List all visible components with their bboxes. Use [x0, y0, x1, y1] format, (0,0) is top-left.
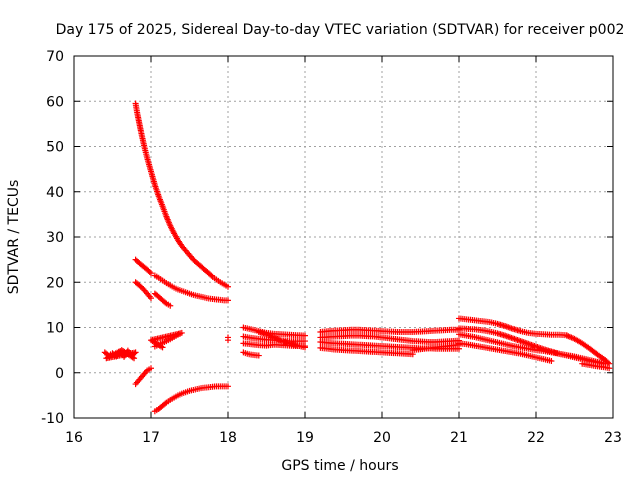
series-arc-10	[225, 334, 231, 344]
series-arc-25	[563, 332, 613, 367]
data-point-marker	[162, 299, 169, 306]
series-arc-21	[456, 315, 570, 339]
y-tick-label: 0	[55, 366, 64, 382]
series-arc-1	[101, 347, 139, 362]
data-point-marker	[148, 270, 154, 277]
series-arc-8	[151, 383, 231, 415]
series-arc-17	[317, 332, 462, 345]
series-arc-19	[317, 344, 416, 358]
y-tick-label: 50	[46, 140, 64, 156]
chart-title: Day 175 of 2025, Sidereal Day-to-day VTE…	[56, 22, 625, 38]
y-tick-label: 60	[46, 94, 64, 110]
x-tick-label: 20	[373, 430, 391, 446]
data-point-marker	[129, 354, 136, 361]
data-point-marker	[146, 268, 153, 275]
y-tick-label: 30	[46, 230, 64, 246]
gridlines	[74, 56, 613, 418]
data-point-marker	[167, 302, 174, 309]
series-arc-3	[132, 256, 154, 277]
data-point-marker	[208, 272, 215, 279]
y-tick-label: 70	[46, 49, 64, 65]
series-arc-16	[317, 326, 462, 336]
y-axis-label: SDTVAR / TECUs	[6, 180, 22, 295]
data-point-marker	[148, 365, 154, 372]
data-point-marker	[148, 295, 154, 302]
data-point-marker	[225, 297, 231, 304]
x-tick-label: 19	[296, 430, 314, 446]
data-point-marker	[225, 283, 231, 290]
data-point-marker	[131, 355, 138, 362]
series-arc-9	[148, 329, 185, 351]
series-arc-2	[132, 100, 231, 290]
x-tick-label: 22	[527, 430, 545, 446]
series-arc-15	[255, 329, 308, 351]
data-point-marker	[159, 344, 166, 351]
y-tick-label: -10	[41, 411, 64, 427]
series-arc-24	[456, 340, 555, 364]
y-tick-label: 20	[46, 275, 64, 291]
data-point-marker	[302, 344, 308, 351]
series-arc-11	[240, 349, 262, 359]
axis-ticks: 16 17 18 19 20 21 22 23 -10 0 10 20 30 40 50 60 70	[41, 49, 622, 446]
data-point-marker	[302, 332, 308, 339]
series-arc-26	[579, 360, 613, 372]
data-series	[101, 100, 613, 415]
data-point-marker	[225, 334, 231, 341]
series-arc-23	[456, 331, 609, 367]
data-point-marker	[604, 359, 611, 366]
data-point-marker	[606, 365, 613, 372]
data-point-marker	[255, 352, 262, 359]
x-tick-label: 16	[65, 430, 83, 446]
series-arc-4	[132, 279, 154, 302]
y-tick-label: 10	[46, 321, 64, 337]
series-arc-6	[151, 290, 174, 309]
data-point-marker	[548, 357, 555, 364]
x-tick-label: 21	[450, 430, 468, 446]
series-arc-12	[240, 324, 308, 339]
series-arc-7	[132, 365, 154, 388]
x-tick-label: 18	[219, 430, 237, 446]
x-tick-label: 23	[604, 430, 622, 446]
data-point-marker	[162, 400, 169, 407]
series-arc-5	[151, 272, 231, 304]
data-point-marker	[225, 383, 231, 390]
y-tick-label: 40	[46, 185, 64, 201]
x-tick-label: 17	[142, 430, 160, 446]
x-axis-label: GPS time / hours	[281, 458, 398, 474]
